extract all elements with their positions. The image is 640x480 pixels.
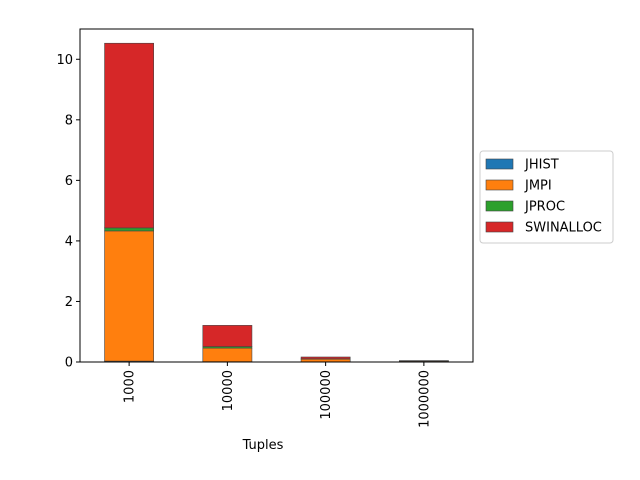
x-tick-label-1000: 1000 bbox=[123, 370, 138, 403]
legend-swatch-swinalloc bbox=[485, 221, 514, 233]
y-axis: 0 2 4 6 8 10 bbox=[56, 53, 80, 371]
bar-jmpi-1000 bbox=[104, 230, 154, 362]
legend-label-swinalloc: SWINALLOC bbox=[525, 221, 602, 236]
y-tick-label-2: 2 bbox=[65, 295, 73, 310]
legend-label-jmpi: JMPI bbox=[524, 179, 552, 194]
bar-swinalloc-100000 bbox=[300, 356, 351, 360]
bar-jmpi-100000 bbox=[300, 358, 351, 363]
legend-frame bbox=[479, 150, 614, 244]
y-tick-label-8: 8 bbox=[65, 113, 73, 128]
bar-jproc-1000 bbox=[104, 227, 154, 232]
y-tick-label-10: 10 bbox=[56, 53, 73, 68]
legend-swatch-jproc bbox=[485, 200, 514, 212]
bar-swinalloc-1000 bbox=[104, 42, 154, 229]
legend-label-jproc: JPROC bbox=[524, 200, 565, 215]
x-axis-label: Tuples bbox=[242, 438, 284, 453]
legend-swatch-jmpi bbox=[485, 179, 514, 191]
bar-swinalloc-10000 bbox=[202, 325, 253, 347]
y-tick-label-6: 6 bbox=[65, 174, 73, 189]
x-tick-label-10000: 10000 bbox=[221, 370, 236, 411]
x-tick-label-1000000: 1000000 bbox=[417, 370, 432, 428]
y-tick-label-0: 0 bbox=[65, 356, 73, 371]
x-axis: 1000 10000 100000 1000000 bbox=[123, 362, 432, 428]
y-tick-label-4: 4 bbox=[65, 234, 73, 249]
plot-frame bbox=[79, 28, 474, 363]
x-tick-label-100000: 100000 bbox=[319, 370, 334, 420]
bar-jmpi-10000 bbox=[202, 347, 253, 362]
legend-label-jhist: JHIST bbox=[524, 158, 559, 173]
bars-group bbox=[104, 42, 449, 363]
legend: JHIST JMPI JPROC SWINALLOC bbox=[479, 150, 614, 244]
legend-swatch-jhist bbox=[485, 158, 514, 170]
